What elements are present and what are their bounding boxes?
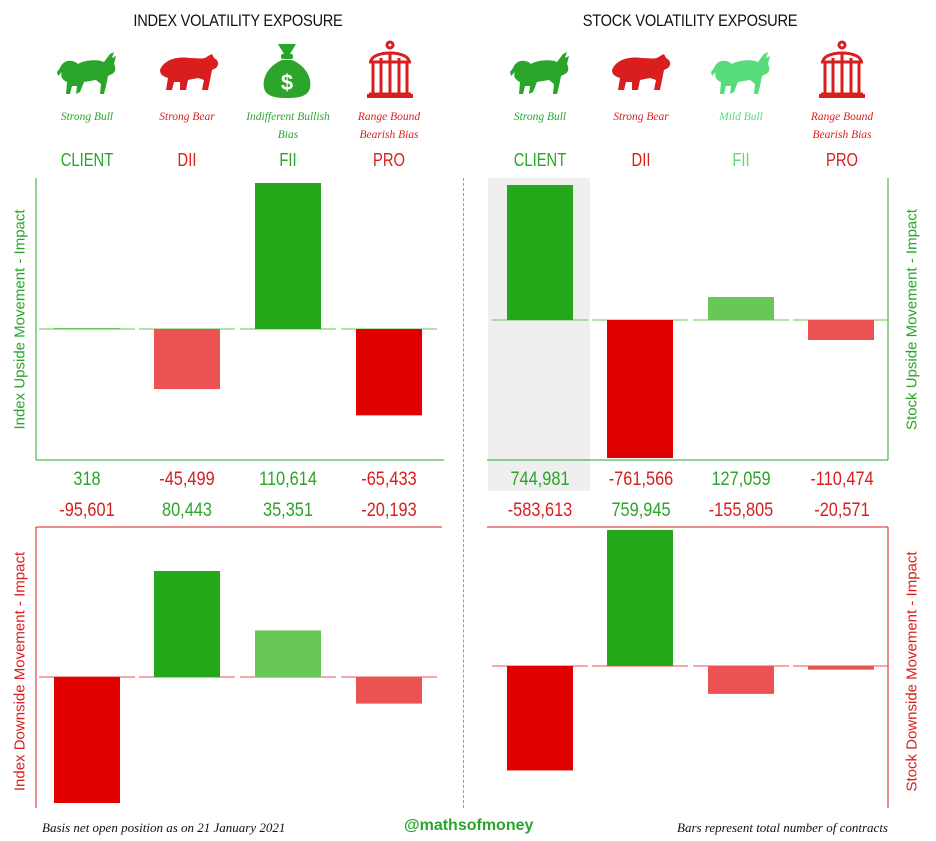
index-downside-value-client: -95,601 bbox=[59, 500, 115, 521]
stock-pro-sentiment-line: Bearish Bias bbox=[812, 129, 872, 141]
stock-upside-value-client: 744,981 bbox=[510, 469, 570, 490]
index-upside-bar-pro bbox=[356, 329, 422, 416]
index-upside-value-fii: 110,614 bbox=[259, 469, 317, 490]
center-divider bbox=[463, 178, 464, 808]
index-upside-bar-client bbox=[54, 328, 120, 329]
stock-upside-bar-pro bbox=[808, 320, 874, 341]
stock-downside-value-pro: -20,571 bbox=[814, 500, 870, 521]
index-dii-sentiment: Strong Bear bbox=[159, 111, 215, 123]
stock-downside-bar-fii bbox=[708, 666, 774, 694]
index-player-dii: DII bbox=[177, 150, 197, 170]
index-dii-bear-icon bbox=[156, 46, 222, 111]
stock-section-title: STOCK VOLATILITY EXPOSURE bbox=[582, 11, 798, 30]
stock-downside-bar-dii bbox=[607, 530, 673, 666]
stock-pro-sentiment: Range Bound Bearish Bias bbox=[792, 108, 892, 144]
index-client-sentiment: Strong Bull bbox=[60, 111, 114, 123]
index-client-bull-icon bbox=[54, 42, 120, 107]
stock-player-fii: FII bbox=[732, 150, 750, 170]
index-upside-value-pro: -65,433 bbox=[361, 469, 417, 490]
index-player-client: CLIENT bbox=[60, 150, 114, 170]
stock-client-sentiment: Strong Bull bbox=[513, 111, 567, 123]
stock-fii-sentiment: Mild Bull bbox=[719, 111, 763, 123]
index-pro-sentiment: Range Bound Bearish Bias bbox=[339, 108, 439, 144]
index-downside-bar-dii bbox=[154, 570, 220, 677]
stock-player-dii: DII bbox=[631, 150, 651, 170]
stock-downside-bar-pro bbox=[808, 666, 874, 670]
svg-text:$: $ bbox=[281, 70, 293, 95]
stock-upside-bar-fii bbox=[708, 296, 774, 320]
stock-player-pro: PRO bbox=[825, 150, 858, 170]
index-fii-sentiment: Indifferent Bullish Bias bbox=[238, 108, 338, 144]
stock-upside-value-fii: 127,059 bbox=[711, 469, 771, 490]
stock-pro-sentiment-line: Range Bound bbox=[810, 111, 874, 123]
stock-client-bull-icon bbox=[507, 42, 573, 107]
index-downside-value-pro: -20,193 bbox=[361, 500, 417, 521]
footer-brand-handle[interactable]: @mathsofmoney bbox=[404, 817, 534, 834]
stock-downside-value-client: -583,613 bbox=[507, 500, 573, 521]
index-upside-value-dii: -45,499 bbox=[159, 469, 215, 490]
stock-pro-cage-icon bbox=[809, 40, 875, 105]
stock-downside-value-fii: -155,805 bbox=[708, 500, 774, 521]
stock-upside-value-pro: -110,474 bbox=[810, 469, 874, 490]
index-section-title: INDEX VOLATILITY EXPOSURE bbox=[133, 11, 343, 30]
index-player-pro: PRO bbox=[372, 150, 405, 170]
stock-downside-bar-client bbox=[507, 666, 573, 771]
index-upside-bar-fii bbox=[255, 183, 321, 329]
index-upside-value-client: 318 bbox=[73, 469, 101, 490]
index-downside-value-fii: 35,351 bbox=[263, 500, 313, 521]
index-fii-sentiment-line: Indifferent Bullish bbox=[246, 111, 330, 123]
index-fii-money-bag-icon: $ bbox=[254, 40, 320, 105]
index-downside-bar-pro bbox=[356, 677, 422, 704]
index-downside-bar-client bbox=[54, 677, 120, 803]
index-pro-sentiment-line: Range Bound bbox=[357, 111, 421, 123]
index-downside-bar-fii bbox=[255, 630, 321, 677]
index-pro-sentiment-line: Bearish Bias bbox=[359, 129, 419, 141]
stock-upside-bar-client bbox=[507, 185, 573, 320]
index-fii-sentiment-line: Bias bbox=[277, 129, 299, 141]
footer-basis-note: Basis net open position as on 21 January… bbox=[42, 820, 286, 835]
index-pro-cage-icon bbox=[357, 40, 423, 105]
stock-downside-value-dii: 759,945 bbox=[611, 500, 671, 521]
index-upside-bar-dii bbox=[154, 329, 220, 390]
stock-player-client: CLIENT bbox=[513, 150, 567, 170]
stock-fii-bull-icon bbox=[708, 42, 774, 107]
footer-bars-note: Bars represent total number of contracts bbox=[677, 820, 888, 835]
index-downside-value-dii: 80,443 bbox=[162, 500, 212, 521]
stock-upside-value-dii: -761,566 bbox=[608, 469, 674, 490]
stock-upside-bar-dii bbox=[607, 320, 673, 458]
index-player-fii: FII bbox=[279, 150, 297, 170]
stock-dii-bear-icon bbox=[608, 46, 674, 111]
stock-dii-sentiment: Strong Bear bbox=[613, 111, 669, 123]
